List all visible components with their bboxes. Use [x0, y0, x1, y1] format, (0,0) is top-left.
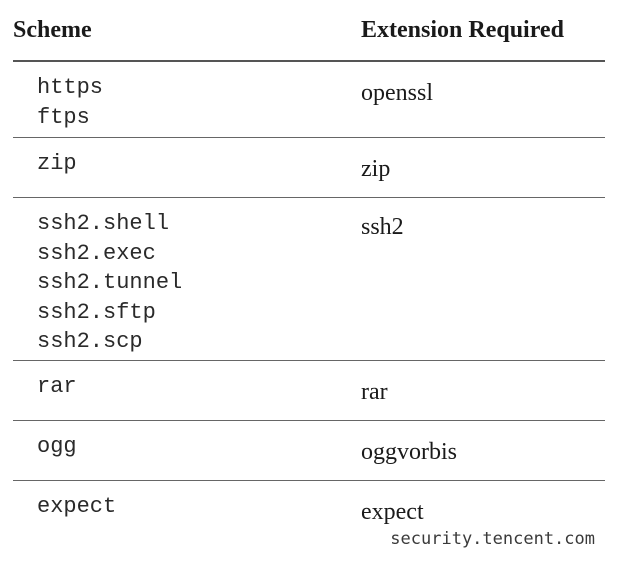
scheme-name: rar [37, 374, 77, 399]
table-row: zip zip [13, 138, 605, 198]
scheme-cell: ssh2.shell ssh2.exec ssh2.tunnel ssh2.sf… [37, 209, 182, 357]
scheme-name: ssh2.tunnel [37, 270, 183, 295]
scheme-cell: expect [37, 492, 116, 522]
extension-cell: ssh2 [361, 214, 404, 240]
scheme-cell: zip [37, 149, 77, 179]
header-scheme: Scheme [13, 17, 92, 43]
table-header-row: Scheme Extension Required [13, 0, 605, 62]
scheme-cell: rar [37, 372, 77, 402]
extension-cell: zip [361, 156, 391, 182]
table-row: rar rar [13, 361, 605, 421]
scheme-name: ssh2.scp [37, 329, 143, 354]
table-row: expect expect [13, 481, 605, 541]
watermark: security.tencent.com [390, 529, 595, 549]
extension-cell: oggvorbis [361, 439, 457, 465]
scheme-name: ssh2.shell [37, 211, 170, 236]
extension-cell: expect [361, 499, 424, 525]
table-row: ssh2.shell ssh2.exec ssh2.tunnel ssh2.sf… [13, 198, 605, 361]
scheme-cell: https ftps [37, 73, 103, 132]
scheme-cell: ogg [37, 432, 77, 462]
scheme-name: ogg [37, 434, 77, 459]
scheme-name: ssh2.exec [37, 240, 156, 266]
extension-cell: openssl [361, 80, 433, 106]
table-row: ogg oggvorbis [13, 421, 605, 481]
scheme-name: expect [37, 494, 117, 519]
scheme-name: zip [37, 151, 77, 176]
extension-cell: rar [361, 379, 388, 405]
scheme-name: ftps [37, 104, 90, 130]
table-row: https ftps openssl [13, 62, 605, 138]
scheme-extension-table: Scheme Extension Required https ftps ope… [13, 0, 605, 541]
scheme-name: ssh2.sftp [37, 299, 156, 325]
scheme-name: https [37, 75, 104, 100]
header-extension-required: Extension Required [361, 17, 564, 43]
